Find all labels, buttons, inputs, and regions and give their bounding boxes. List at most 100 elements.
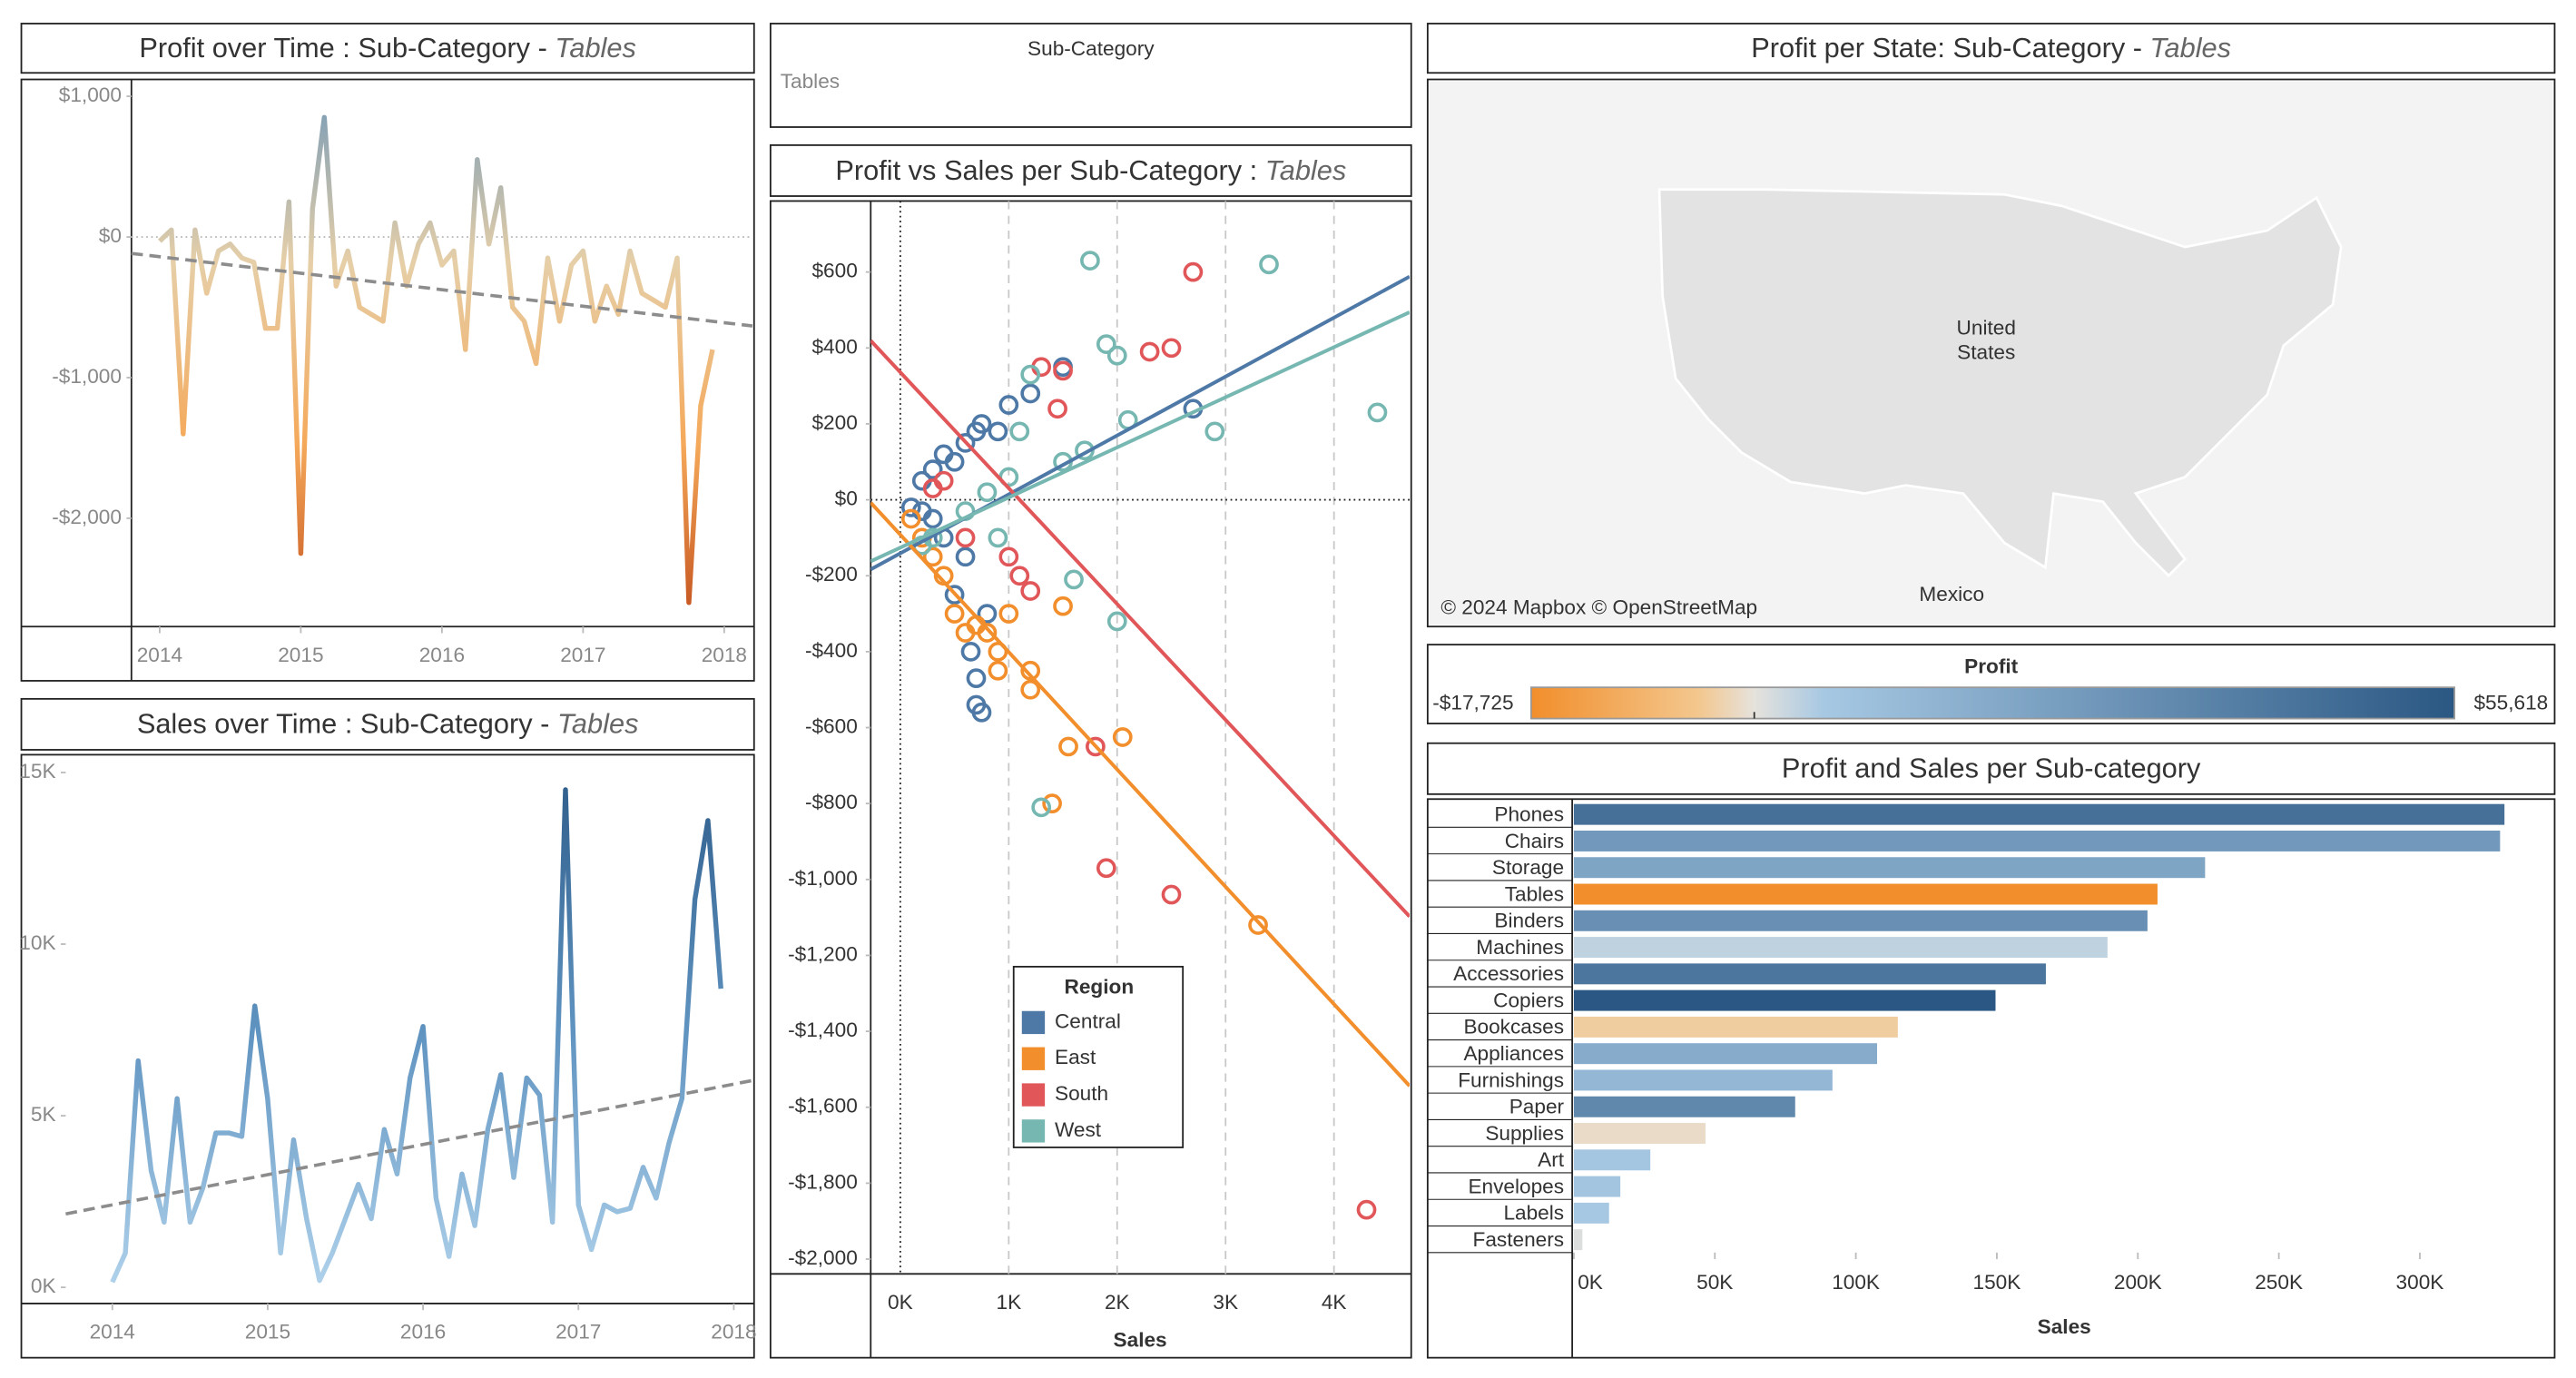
legend-min: -$17,725 [1432,691,1513,714]
trend-line [65,1078,753,1216]
point [1020,383,1041,404]
bar-label[interactable]: Furnishings [1458,1068,1564,1091]
map-label: States [1957,341,2015,364]
y-tick-label: -$1,600 [788,1095,858,1117]
title-text: Profit and Sales per Sub-category [1782,753,2201,784]
point [1031,797,1052,818]
filter-label: Sub-Category [1027,37,1155,60]
x-tick-label: 2017 [556,1320,601,1343]
x-tick-label: 1K [997,1291,1022,1314]
point [955,546,976,567]
x-tick-label: 3K [1213,1291,1238,1314]
y-tick-label: 15K [19,760,55,783]
bar-label[interactable]: Tables [1505,882,1564,905]
title-box [769,144,1412,197]
point [998,546,1019,567]
trend-line [870,501,1410,1088]
y-tick-label: -$1,000 [52,365,122,388]
point [900,497,921,517]
panel-title: Sales over Time : Sub-Category - Tables [137,708,639,740]
bar-label[interactable]: Accessories [1453,962,1564,985]
panel-frame [20,753,755,1359]
x-tick-label: 200K [2114,1271,2162,1294]
bar-label[interactable]: Binders [1494,910,1564,932]
title-filter: Tables [1265,154,1346,186]
y-tick-label: -$600 [805,714,858,737]
panel-title: Profit per State: Sub-Category - Tables [1751,32,2231,64]
bar [1573,1202,1609,1224]
legend-label: South [1055,1082,1108,1105]
legend-swatch [1021,1119,1046,1143]
y-tick-label: $200 [811,411,857,434]
title-filter: Tables [555,32,635,64]
bar [1573,910,2148,931]
bar [1573,1176,1621,1197]
point [1248,915,1268,935]
point [977,482,998,503]
filter-box [769,23,1412,128]
bar-label[interactable]: Paper [1509,1096,1565,1118]
y-tick-label: -$200 [805,563,858,586]
x-tick-label: 300K [2396,1271,2444,1294]
legend-swatch [1021,1083,1046,1107]
map-land [1657,188,2343,578]
point [1020,679,1041,700]
bar-label[interactable]: Copiers [1493,989,1564,1011]
y-tick-label: $400 [811,335,857,358]
title-text: Profit over Time : Sub-Category - [139,32,555,64]
filter-value[interactable]: Tables [781,70,840,93]
title-text: Sales over Time : Sub-Category - [137,708,557,740]
bar-label[interactable]: Chairs [1505,830,1564,852]
bar [1573,989,1996,1011]
x-tick-label: 0K [1578,1271,1603,1294]
bar [1573,1016,1898,1038]
point [977,623,998,643]
map-label: Mexico [1919,583,1984,605]
y-tick-label: $600 [811,260,857,282]
bar-label[interactable]: Appliances [1463,1042,1564,1065]
bar-label[interactable]: Envelopes [1468,1175,1564,1197]
point [966,668,987,689]
panel-frame [20,78,755,682]
bar [1573,1096,1795,1117]
bar-label[interactable]: Art [1538,1148,1565,1171]
legend-max: $55,618 [2473,691,2548,714]
bar-label[interactable]: Labels [1503,1202,1564,1225]
legend-label: East [1055,1046,1096,1068]
title-box [1426,742,2556,795]
point [977,604,998,624]
legend-swatch [1021,1047,1046,1070]
point [971,414,992,434]
point [1096,858,1116,879]
title-box [1426,23,2556,74]
bar [1573,803,2505,825]
x-tick-label: 2K [1105,1291,1130,1314]
trend-line [870,310,1410,564]
point [1161,884,1182,905]
point [1053,595,1073,616]
bar-label[interactable]: Phones [1494,802,1564,825]
x-axis-title: Sales [2038,1315,2091,1338]
bar [1573,1123,1706,1144]
bar-label[interactable]: Storage [1492,856,1564,879]
bar [1573,1149,1651,1171]
legend-title: Profit [1964,655,2019,677]
title-box [20,23,755,74]
map-attribution: © 2024 Mapbox © OpenStreetMap [1440,595,1757,618]
bar [1573,857,2206,879]
y-tick-label: -$2,000 [52,506,122,528]
bar [1573,883,2158,905]
point [1064,569,1084,590]
data-line [110,787,723,1284]
point [1204,421,1225,442]
point [944,604,965,624]
bar-label[interactable]: Fasteners [1473,1228,1565,1251]
bar-label[interactable]: Machines [1476,936,1564,959]
point [1112,727,1133,747]
bar-label[interactable]: Supplies [1485,1122,1564,1145]
point [944,451,965,472]
y-tick-label: -$1,200 [788,942,858,965]
point [1080,251,1100,271]
bar [1573,830,2501,851]
bar-label[interactable]: Bookcases [1463,1016,1564,1038]
